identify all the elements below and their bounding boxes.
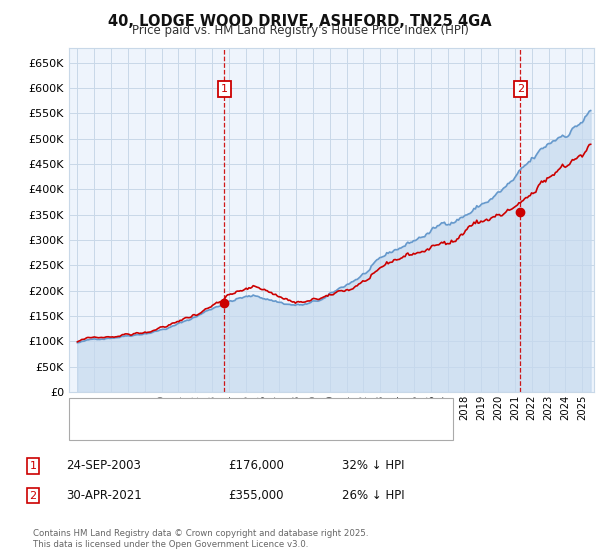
- Text: 26% ↓ HPI: 26% ↓ HPI: [342, 489, 404, 502]
- Text: HPI: Average price, detached house, Ashford: HPI: Average price, detached house, Ashf…: [107, 423, 340, 433]
- Text: £176,000: £176,000: [228, 459, 284, 473]
- Text: 40, LODGE WOOD DRIVE, ASHFORD, TN25 4GA (detached house): 40, LODGE WOOD DRIVE, ASHFORD, TN25 4GA …: [107, 404, 447, 414]
- Text: £355,000: £355,000: [228, 489, 284, 502]
- Text: Price paid vs. HM Land Registry's House Price Index (HPI): Price paid vs. HM Land Registry's House …: [131, 24, 469, 37]
- Text: 1: 1: [29, 461, 37, 471]
- Text: 30-APR-2021: 30-APR-2021: [66, 489, 142, 502]
- Text: 2: 2: [29, 491, 37, 501]
- Text: 24-SEP-2003: 24-SEP-2003: [66, 459, 141, 473]
- Text: 2: 2: [517, 84, 524, 94]
- Text: 1: 1: [221, 84, 228, 94]
- Text: 40, LODGE WOOD DRIVE, ASHFORD, TN25 4GA: 40, LODGE WOOD DRIVE, ASHFORD, TN25 4GA: [108, 14, 492, 29]
- Text: 32% ↓ HPI: 32% ↓ HPI: [342, 459, 404, 473]
- Text: Contains HM Land Registry data © Crown copyright and database right 2025.
This d: Contains HM Land Registry data © Crown c…: [33, 529, 368, 549]
